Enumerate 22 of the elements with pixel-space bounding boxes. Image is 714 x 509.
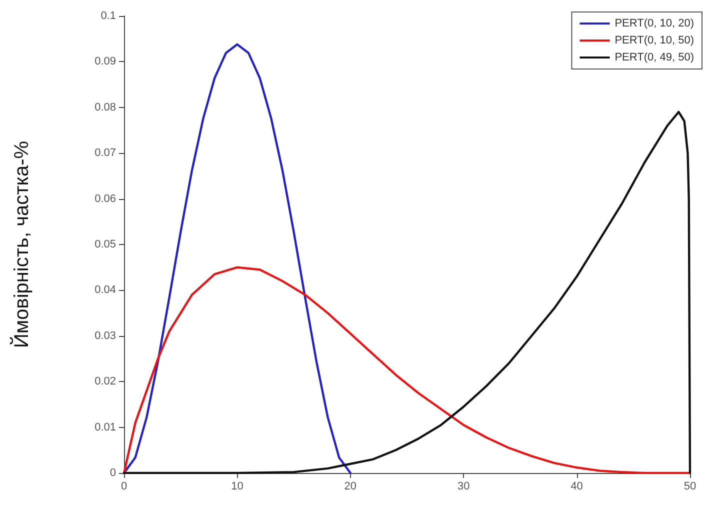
y-tick-label: 0 [110,467,116,479]
y-tick-label: 0.08 [94,101,116,114]
y-tick-label: 0.07 [94,147,116,160]
legend-label: PERT(0, 49, 50) [614,52,694,64]
x-tick-label: 0 [120,480,128,492]
y-axis-title: Ймовірність, частка-% [9,140,33,348]
y-tick-label: 0.09 [94,56,116,68]
x-tick-label: 50 [684,480,696,492]
y-tick-label: 0.03 [94,330,116,342]
x-tick-label: 40 [570,480,583,492]
line-series [122,43,352,474]
y-tick-label: 0.06 [94,192,116,205]
legend-label: PERT(0, 10, 20) [614,18,694,30]
x-tick-label: 10 [231,480,244,492]
y-tick-label: 0.05 [94,238,116,250]
y-tick-label: 0.1 [100,10,116,22]
y-tick-label: 0.01 [94,421,116,434]
x-tick-label: 30 [457,480,470,492]
x-tick-label: 20 [344,480,357,492]
legend-label: PERT(0, 10, 50) [614,34,694,46]
y-tick-label: 0.02 [94,376,116,388]
y-tick-label: 0.04 [94,284,116,296]
